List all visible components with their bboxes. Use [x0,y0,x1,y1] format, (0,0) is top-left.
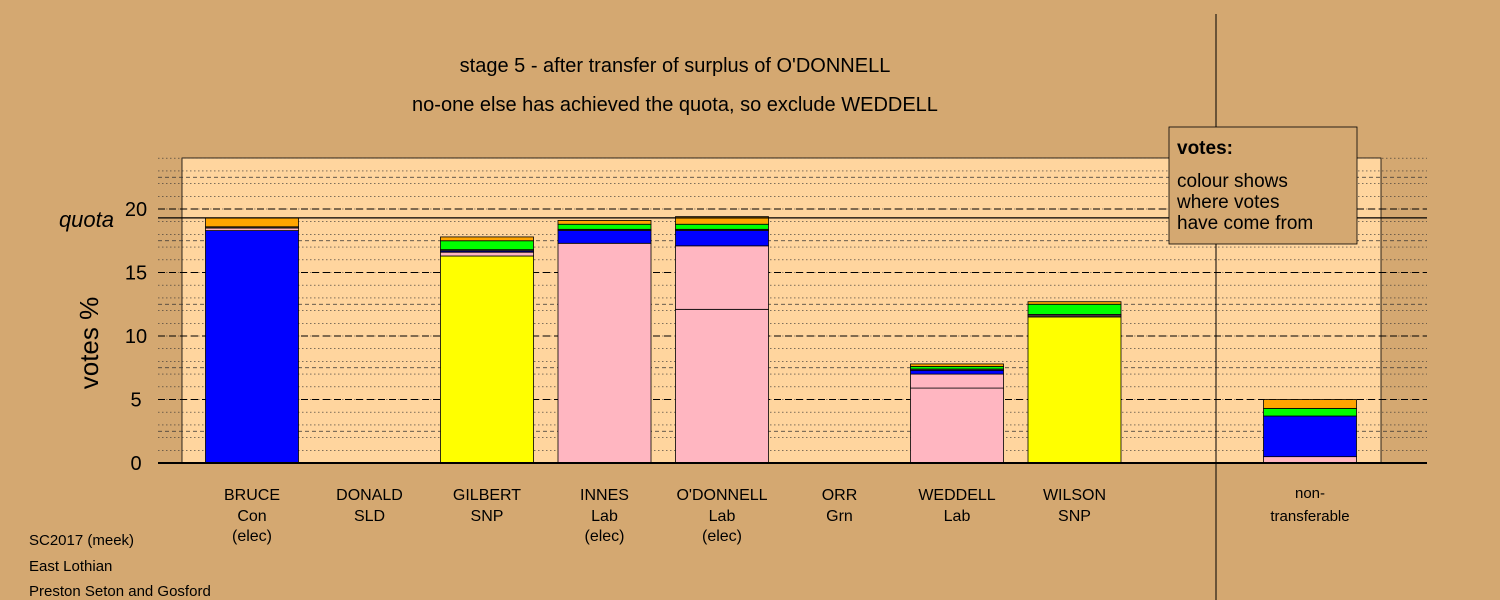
footer-line-1: SC2017 (meek) [29,532,134,549]
bars-layer [205,216,1357,464]
bar-3-segment-lab [557,242,652,464]
candidate-note: (elec) [584,528,624,545]
candidate-note: (elec) [232,528,272,545]
bar-nontransferable-segment-grn [1263,407,1357,417]
bar-4-segment-lab [675,245,769,310]
bar-2-segment-lab [440,251,534,257]
nontransferable-label-1: non- [1295,485,1325,502]
footer: SC2017 (meek) East Lothian Preston Seton… [29,532,211,600]
y-axis-label: votes % [74,297,104,390]
bar-0-segment-con [205,230,299,464]
legend-line-3: have come from [1177,213,1313,234]
candidate-name: BRUCE [224,487,280,504]
candidate-name: DONALD [336,487,403,504]
candidate-name: ORR [822,487,858,504]
candidate-party: Lab [709,508,736,525]
bar-6-segment-lab [910,373,1004,389]
candidate-party: SLD [354,508,385,525]
legend-line-2: where votes [1176,192,1279,213]
quota-label: quota [59,207,114,232]
candidate-name: WILSON [1043,487,1106,504]
bar-2-segment-snp [440,255,534,464]
bar-0-segment-sld [205,217,299,228]
legend-line-1: colour shows [1177,171,1288,192]
bar-3-segment-sld [557,220,652,225]
bar-nontransferable-segment-sld [1263,399,1357,409]
y-tick-label: 5 [130,390,141,412]
bar-7-segment-snp [1027,316,1122,464]
candidate-name: WEDDELL [918,487,995,504]
candidate-name: INNES [580,487,629,504]
bar-4-segment-grn [675,223,769,230]
bar-6-segment-sld [910,363,1004,367]
legend-box [1168,126,1358,245]
bar-3-segment-con [557,230,652,244]
y-tick-label: 20 [125,199,147,221]
bar-6-segment-con [910,369,1004,375]
bar-7-segment-sld [1027,301,1122,305]
candidate-party: SNP [1058,508,1091,525]
bar-7-segment-grn [1027,303,1122,315]
bar-3-segment-grn [557,223,652,230]
bar-2-segment-grn [440,240,534,251]
candidate-party: Lab [944,508,971,525]
candidate-party: Grn [826,508,853,525]
candidate-name: GILBERT [453,487,521,504]
footer-line-3: Preston Seton and Gosford [29,583,211,600]
candidate-party: Con [237,508,266,525]
y-tick-label: 15 [125,263,147,285]
bar-nontransferable-segment-con [1263,415,1357,458]
legend-title: votes: [1177,138,1233,159]
legend: votes: colour shows where votes have com… [1168,126,1358,245]
candidate-note: (elec) [702,528,742,545]
candidate-name: O'DONNELL [676,487,767,504]
bar-4-segment-sld [675,216,769,225]
bar-2-segment-sld [440,236,534,242]
y-tick-label: 10 [125,326,147,348]
bar-6-segment-lab [910,387,1004,464]
y-tick-label: 0 [130,453,141,475]
chart-title: stage 5 - after transfer of surplus of O… [460,55,891,77]
bar-4-segment-con [675,230,769,247]
footer-line-2: East Lothian [29,558,112,575]
candidate-party: Lab [591,508,618,525]
bar-4-segment-lab [675,308,769,464]
axis-layer: 0 5 10 15 20 BRUCE Con (elec) DONALD SLD GILBERT SN… [125,14,1427,600]
candidate-party: SNP [471,508,504,525]
chart-subtitle: no-one else has achieved the quota, so e… [412,94,938,116]
nontransferable-label-2: transferable [1270,508,1349,525]
